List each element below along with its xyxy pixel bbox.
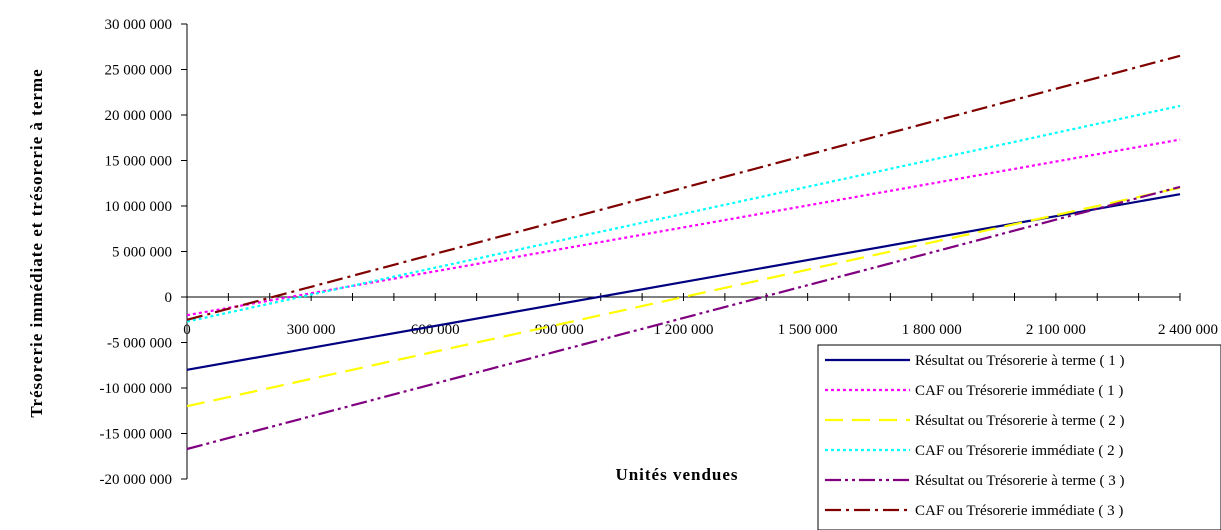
legend-label-1: Résultat ou Trésorerie à terme ( 1 ) xyxy=(915,353,1125,369)
x-tick-label: 900 000 xyxy=(535,322,584,338)
x-tick-label: 300 000 xyxy=(287,322,336,338)
y-tick-label: 0 xyxy=(165,290,173,306)
x-tick-label: 0 xyxy=(183,322,191,338)
x-tick-label: 1 500 000 xyxy=(778,322,838,338)
y-axis: 30 000 000 25 000 000 20 000 000 15 000 000… xyxy=(100,17,188,488)
y-tick-label: 30 000 000 xyxy=(105,17,173,33)
y-tick-label: -10 000 000 xyxy=(100,381,173,397)
x-tick-label: 1 200 000 xyxy=(654,322,714,338)
y-tick-label: 25 000 000 xyxy=(105,63,173,79)
y-tick-label: -20 000 000 xyxy=(100,472,173,488)
x-tick-label: 1 800 000 xyxy=(902,322,962,338)
series-line-6 xyxy=(186,54,1181,321)
y-tick-label: 5 000 000 xyxy=(112,245,172,261)
y-tick-label: -5 000 000 xyxy=(107,336,172,352)
legend-label-6: CAF ou Trésorerie immédiate ( 3 ) xyxy=(915,503,1123,519)
series-lines xyxy=(186,54,1181,451)
y-axis-title: Trésorerie immédiate et trésorerie à ter… xyxy=(27,68,46,417)
legend-box xyxy=(817,344,1221,530)
y-tick-label: 15 000 000 xyxy=(105,154,173,170)
x-axis-title: Unités vendues xyxy=(615,465,738,484)
x-tick-label: 600 000 xyxy=(411,322,460,338)
x-axis: 0 300 000 600 000 900 000 1 200 000 1 500 000… xyxy=(183,293,1218,338)
series-line-5 xyxy=(186,185,1181,451)
legend-label-4: CAF ou Trésorerie immédiate ( 2 ) xyxy=(915,443,1123,459)
legend-label-2: CAF ou Trésorerie immédiate ( 1 ) xyxy=(915,383,1123,399)
series-line-3 xyxy=(186,186,1181,408)
series-line-4 xyxy=(186,104,1181,323)
legend-label-3: Résultat ou Trésorerie à terme ( 2 ) xyxy=(915,413,1125,429)
x-tick-label: 2 100 000 xyxy=(1026,322,1086,338)
y-tick-label: -15 000 000 xyxy=(100,427,173,443)
legend: Résultat ou Trésorerie à terme ( 1 ) CAF … xyxy=(817,344,1221,530)
x-tick-label: 2 400 000 xyxy=(1158,322,1218,338)
y-tick-label: 20 000 000 xyxy=(105,108,173,124)
legend-label-5: Résultat ou Trésorerie à terme ( 3 ) xyxy=(915,473,1125,489)
y-tick-label: 10 000 000 xyxy=(105,199,173,215)
